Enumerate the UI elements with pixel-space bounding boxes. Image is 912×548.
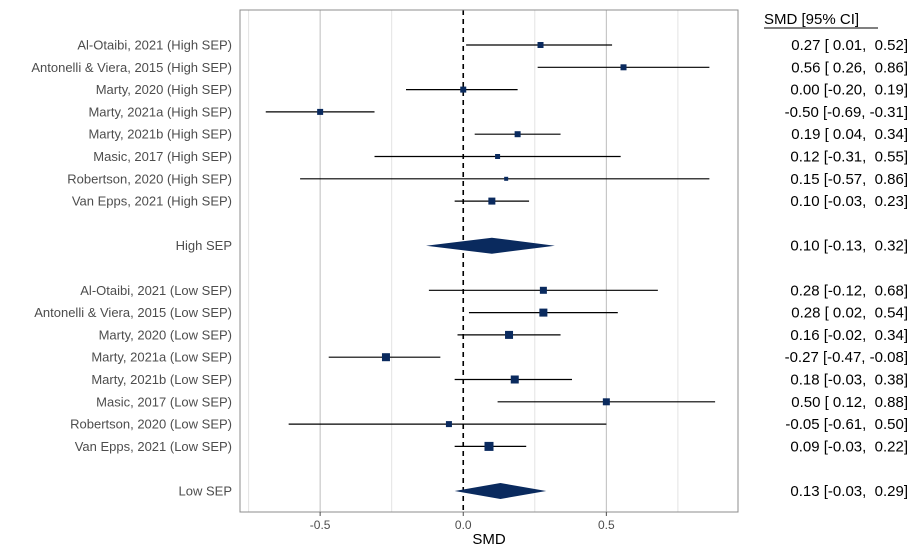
effect-marker	[510, 375, 519, 384]
study-label: Masic, 2017 (High SEP)	[93, 149, 232, 164]
ci-text-column: 0.27 [ 0.01, 0.52] 0.56 [ 0.26, 0.86] 0.00…	[785, 37, 908, 500]
ci-text: 0.12 [-0.31, 0.55]	[790, 149, 908, 166]
study-label: Robertson, 2020 (High SEP)	[67, 171, 232, 186]
x-axis-title: SMD	[472, 531, 506, 548]
effect-marker	[504, 176, 509, 181]
grid-lines	[248, 10, 679, 512]
ci-column-header: SMD [95% CI]	[764, 11, 859, 28]
ci-text: 0.10 [-0.13, 0.32]	[790, 238, 908, 255]
study-label: Masic, 2017 (Low SEP)	[96, 394, 232, 409]
ci-text: 0.00 [-0.20, 0.19]	[790, 82, 908, 99]
study-labels: Al-Otaibi, 2021 (High SEP) Antonelli & Vi…	[31, 38, 232, 499]
ci-text: 0.28 [ 0.02, 0.54]	[791, 305, 908, 322]
ci-text: -0.27 [-0.47, -0.08]	[785, 349, 908, 366]
effect-marker	[539, 286, 547, 294]
study-label: Marty, 2021b (High SEP)	[88, 127, 232, 142]
plot-panel-border	[239, 9, 739, 513]
effect-markers	[317, 42, 627, 499]
study-label: Van Epps, 2021 (High SEP)	[72, 194, 232, 209]
effect-marker	[495, 154, 501, 159]
ci-text: 0.18 [-0.03, 0.38]	[790, 372, 908, 389]
study-label: High SEP	[176, 238, 232, 253]
ci-text: 0.16 [-0.02, 0.34]	[790, 327, 908, 344]
ci-text: 0.27 [ 0.01, 0.52]	[791, 37, 908, 54]
study-label: Marty, 2021a (High SEP)	[88, 104, 232, 119]
summary-diamond	[454, 483, 547, 499]
ci-text: 0.15 [-0.57, 0.86]	[790, 171, 908, 188]
study-label: Antonelli & Viera, 2015 (High SEP)	[31, 60, 232, 75]
study-label: Marty, 2020 (Low SEP)	[99, 327, 232, 342]
study-label: Marty, 2020 (High SEP)	[96, 82, 232, 97]
effect-marker	[460, 86, 467, 93]
effect-marker	[445, 421, 452, 428]
study-label: Marty, 2021b (Low SEP)	[91, 372, 232, 387]
ci-text: 0.10 [-0.03, 0.23]	[790, 193, 908, 210]
study-label: Robertson, 2020 (Low SEP)	[70, 417, 232, 432]
effect-marker	[505, 330, 514, 339]
summary-diamond	[426, 237, 555, 254]
effect-marker	[484, 441, 494, 451]
ci-text: 0.19 [ 0.04, 0.34]	[791, 126, 908, 143]
ci-text: -0.05 [-0.61, 0.50]	[785, 416, 908, 433]
study-label: Van Epps, 2021 (Low SEP)	[75, 439, 232, 454]
ci-text: 0.28 [-0.12, 0.68]	[790, 282, 908, 299]
study-label: Marty, 2021a (Low SEP)	[91, 350, 232, 365]
x-axis-ticks: -0.5 0.0 0.5	[310, 512, 615, 532]
effect-marker	[317, 108, 324, 115]
ci-text: 0.13 [-0.03, 0.29]	[790, 483, 908, 500]
effect-marker	[620, 64, 627, 71]
effect-marker	[537, 42, 544, 48]
effect-marker	[488, 197, 496, 205]
ci-text: -0.50 [-0.69, -0.31]	[785, 104, 908, 121]
x-tick-label: -0.5	[310, 518, 331, 532]
ci-text: 0.50 [ 0.12, 0.88]	[791, 394, 908, 411]
x-tick-label: 0.5	[598, 518, 615, 532]
study-label: Al-Otaibi, 2021 (Low SEP)	[80, 283, 232, 298]
effect-marker	[539, 308, 548, 317]
plot-panel-background	[240, 10, 738, 512]
effect-marker	[602, 398, 610, 406]
study-label: Al-Otaibi, 2021 (High SEP)	[77, 38, 232, 53]
x-tick-label: 0.0	[455, 518, 472, 532]
study-label: Antonelli & Viera, 2015 (Low SEP)	[34, 305, 232, 320]
ci-text: 0.56 [ 0.26, 0.86]	[791, 59, 908, 76]
ci-text: 0.09 [-0.03, 0.22]	[790, 438, 908, 455]
effect-marker	[381, 353, 390, 362]
study-label: Low SEP	[179, 484, 232, 499]
effect-marker	[514, 131, 521, 138]
